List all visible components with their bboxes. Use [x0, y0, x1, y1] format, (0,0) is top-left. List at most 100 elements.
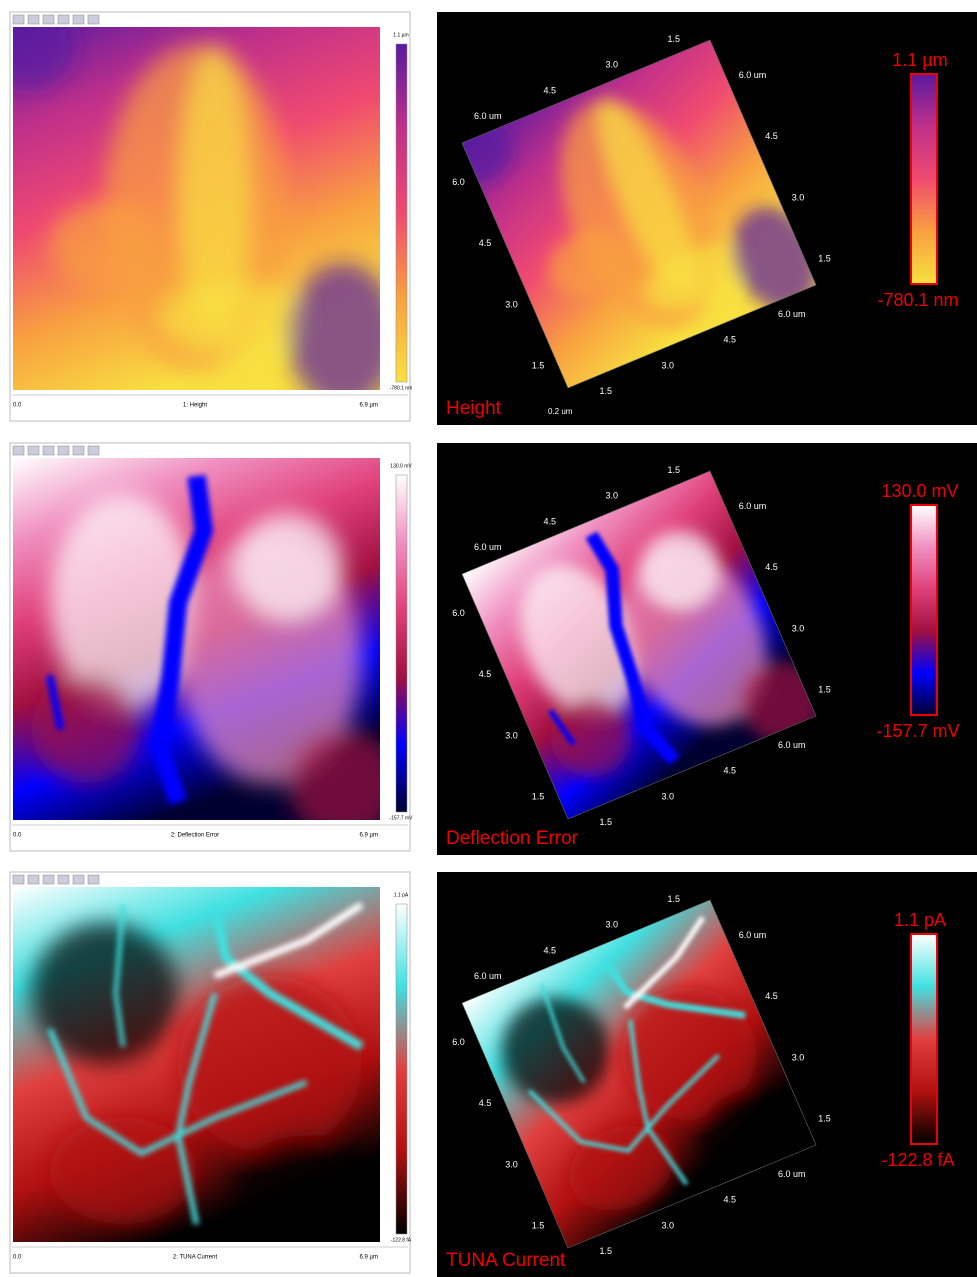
- surface-3d: [462, 471, 816, 819]
- surface-title: Deflection Error: [446, 828, 579, 849]
- axis-label-3d: 1.5: [818, 1114, 831, 1124]
- scale-min: -122.8 fA: [881, 1150, 954, 1170]
- axis-label-3d: 1.5: [600, 817, 613, 827]
- image-panel: 1.1 pA -122.8 fA 0.0 2: TUNA Current 6.9 µm: [9, 871, 412, 1274]
- axis-label-3d: 3.0: [662, 791, 675, 801]
- axis-label-3d: 1.5: [668, 34, 681, 44]
- axis-label-3d: 1.5: [532, 1221, 545, 1231]
- axis-label-3d: 6.0 um: [474, 111, 502, 121]
- toolbar-icon: [87, 14, 100, 25]
- toolbar-icon: [57, 14, 70, 25]
- colorbar-max: 1.1 µm: [393, 32, 408, 38]
- axis-label-3d: 1.5: [668, 465, 681, 475]
- surface-outline: [461, 899, 817, 1249]
- height-map: [13, 458, 380, 820]
- surface-3d: [462, 900, 816, 1248]
- axis-label-3d: 6.0 um: [739, 501, 767, 511]
- toolbar-icon: [72, 14, 85, 25]
- axis-label-3d: 3.0: [792, 623, 805, 633]
- toolbar-icon: [27, 445, 40, 456]
- axis-label-3d: 3.0: [505, 730, 518, 740]
- axis-label-3d: 4.5: [724, 335, 737, 345]
- colorbar-max: 130.0 mV: [390, 463, 412, 469]
- axis-label-3d: 6.0 um: [778, 1169, 806, 1179]
- axis-label-3d: 1.5: [600, 1246, 613, 1256]
- scale-max: 1.1 pA: [894, 910, 946, 930]
- surface-outline: [461, 39, 817, 389]
- surface-panel: 6.0 um 4.5 3.0 1.5 6.0 um 4.5 3.0 1.5 6.0 4.5 3.0 1…: [437, 12, 977, 425]
- scale-note: 0.2 um: [548, 407, 573, 416]
- surface-outline: [461, 470, 817, 820]
- axis-label-3d: 4.5: [544, 945, 557, 955]
- caption: 2: Deflection Error: [171, 833, 219, 839]
- scale-max: 130.0 mV: [881, 481, 958, 501]
- image-panel: 1.1 µm -780.1 nm 0.0 1: Height 6.9 µm: [9, 11, 412, 422]
- toolbar-icon: [87, 874, 100, 885]
- axis-label-3d: 1.5: [818, 685, 831, 695]
- axis-end: 6.9 µm: [360, 1255, 378, 1261]
- axis-label-3d: 4.5: [724, 1195, 737, 1205]
- axis-label-3d: 4.5: [765, 131, 778, 141]
- axis-label-3d: 4.5: [765, 562, 778, 572]
- axis-label-3d: 3.0: [606, 920, 619, 930]
- scale-bar: [910, 933, 938, 1145]
- colorbar: [395, 474, 408, 813]
- colorbar-min: -122.8 fA: [391, 1237, 412, 1243]
- axis-label-3d: 3.0: [662, 360, 675, 370]
- toolbar-icon: [42, 445, 55, 456]
- axis-start: 0.0: [13, 833, 22, 839]
- axis-label-3d: 1.5: [600, 386, 613, 396]
- axis-label-3d: 3.0: [792, 1052, 805, 1062]
- axis-label-3d: 1.5: [532, 361, 545, 371]
- axis-label-3d: 6.0 um: [474, 971, 502, 981]
- axis-label-3d: 3.0: [662, 1220, 675, 1230]
- axis-label-3d: 6.0: [452, 1037, 465, 1047]
- toolbar-icon: [42, 874, 55, 885]
- toolbar-icon: [27, 14, 40, 25]
- axis-label-3d: 1.5: [532, 792, 545, 802]
- axis-label-3d: 3.0: [792, 192, 805, 202]
- scale-max: 1.1 µm: [892, 50, 947, 70]
- axis-label-3d: 3.0: [505, 1159, 518, 1169]
- toolbar-icon: [42, 14, 55, 25]
- toolbar-icon: [57, 445, 70, 456]
- axis-label-3d: 4.5: [544, 85, 557, 95]
- toolbar-icon: [87, 445, 100, 456]
- scale-min: -157.7 mV: [876, 721, 959, 741]
- surface-3d: [462, 40, 816, 388]
- axis-label-3d: 3.0: [606, 491, 619, 501]
- axis-label-3d: 4.5: [544, 516, 557, 526]
- surface-panel: 6.0 um 4.5 3.0 1.5 6.0 um 4.5 3.0 1.5 6.0 4.5 3.0 1…: [437, 872, 977, 1277]
- axis-label-3d: 6.0 um: [739, 930, 767, 940]
- surface-panel: 6.0 um 4.5 3.0 1.5 6.0 um 4.5 3.0 1.5 6.0 4.5 3.0 1…: [437, 443, 977, 855]
- surface-title: TUNA Current: [446, 1250, 566, 1271]
- axis-label-3d: 4.5: [479, 1098, 492, 1108]
- toolbar-icon: [12, 874, 25, 885]
- height-map: [13, 27, 380, 390]
- colorbar-min: -157.7 mV: [389, 815, 413, 821]
- caption: 1: Height: [183, 403, 207, 409]
- axis-label-3d: 1.5: [818, 254, 831, 264]
- axis-label-3d: 3.0: [505, 299, 518, 309]
- axis-label-3d: 6.0 um: [778, 309, 806, 319]
- scale-bar: [910, 504, 938, 716]
- toolbar-icon: [72, 874, 85, 885]
- colorbar: [395, 43, 408, 383]
- caption: 2: TUNA Current: [173, 1255, 218, 1261]
- axis-label-3d: 6.0 um: [739, 70, 767, 80]
- height-map: [13, 887, 380, 1242]
- toolbar-icon: [12, 14, 25, 25]
- toolbar-icon: [12, 445, 25, 456]
- axis-end: 6.9 µm: [360, 403, 378, 409]
- axis-label-3d: 3.0: [606, 60, 619, 70]
- colorbar: [395, 903, 408, 1235]
- axis-label-3d: 4.5: [479, 669, 492, 679]
- axis-end: 6.9 µm: [360, 833, 378, 839]
- axis-label-3d: 4.5: [724, 766, 737, 776]
- scale-min: -780.1 nm: [877, 290, 958, 310]
- scale-bar: [910, 73, 938, 285]
- axis-label-3d: 6.0: [452, 608, 465, 618]
- axis-label-3d: 6.0 um: [778, 740, 806, 750]
